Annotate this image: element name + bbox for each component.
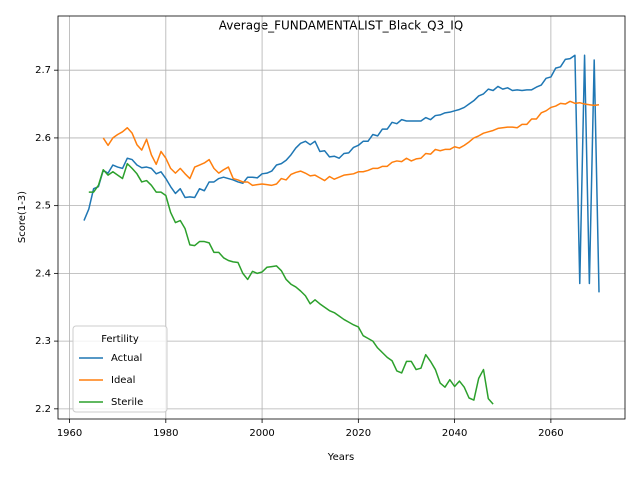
y-tick-label: 2.6 [35,133,51,144]
legend-label: Sterile [111,397,143,408]
x-tick-label: 2060 [538,428,563,439]
x-tick-label: 1980 [153,428,178,439]
x-tick-label: 2000 [249,428,274,439]
y-tick-label: 2.2 [35,404,51,415]
lines [83,54,600,405]
y-tick-label: 2.3 [35,336,51,347]
legend-box [72,325,168,413]
axes-frame [57,15,626,420]
x-tick-label: 2040 [442,428,467,439]
y-tick-label: 2.7 [35,65,51,76]
legend: Fertility Actual Ideal Sterile [72,325,168,413]
series-line [88,162,494,405]
x-tick-label: 1960 [57,428,82,439]
y-axis-label: Score(1-3) [17,191,28,243]
legend-label: Actual [111,353,142,364]
y-tick-label: 2.4 [35,268,51,279]
y-tick-label: 2.5 [35,201,51,212]
chart-title: Average_FUNDAMENTALIST_Black_Q3_IQ [219,19,463,33]
x-axis-label: Years [327,452,354,463]
legend-label: Ideal [111,375,135,386]
x-tick-label: 2020 [346,428,371,439]
legend-title: Fertility [101,334,139,345]
series-line [102,100,600,187]
series-line [83,54,600,293]
